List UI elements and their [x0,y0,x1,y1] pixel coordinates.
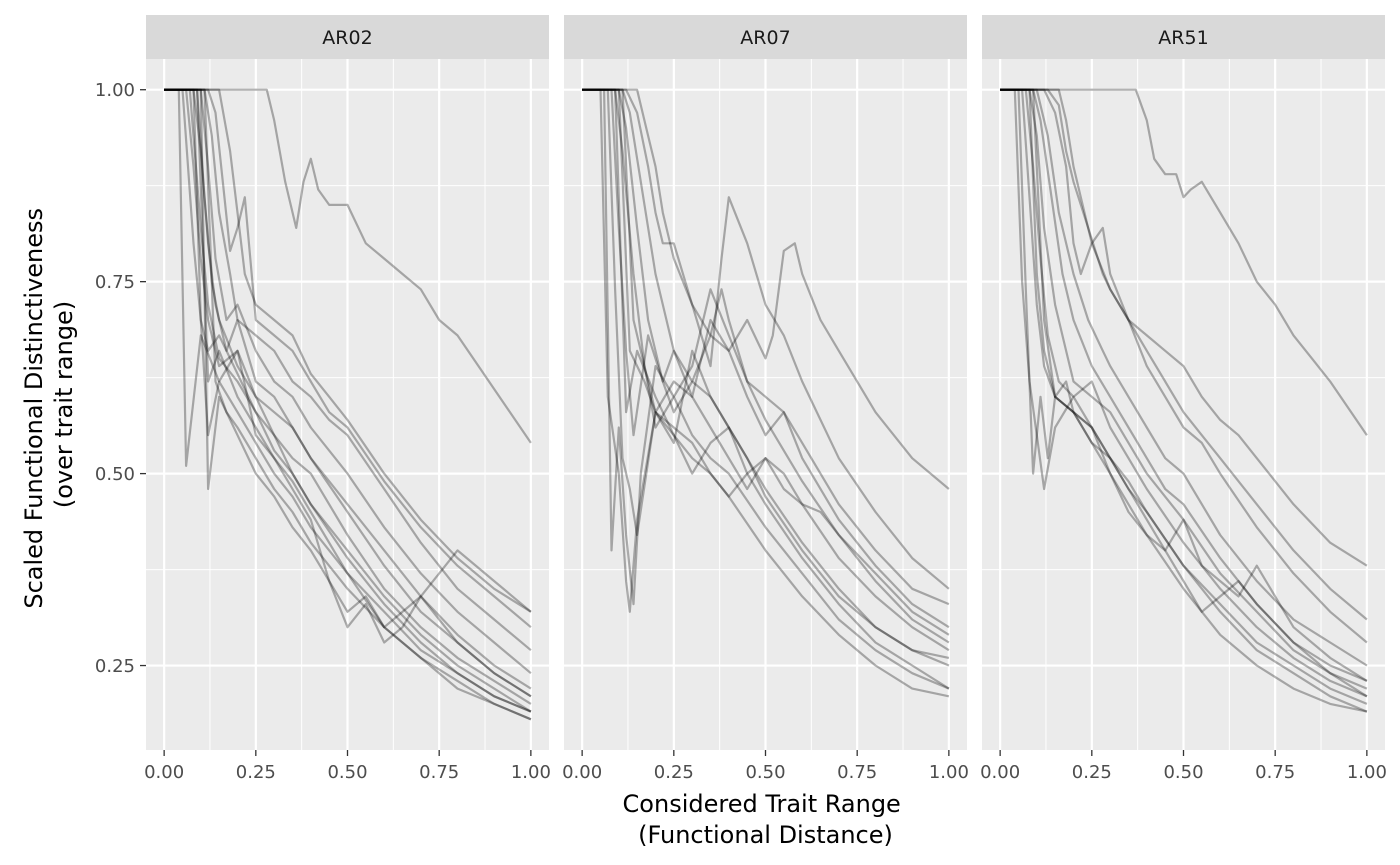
series-line-15 [164,88,532,444]
facet-panels: AR02 0.00 0.25 0.50 0.75 1.00 AR07 0.00 0.25 0.50… [144,15,1387,783]
facet-panel-ar51: AR51 0.00 0.25 0.50 0.75 1.00 [980,15,1387,783]
x-tick-label: 0.50 [327,762,367,783]
facet-strip [146,15,549,59]
y-tick-label: 1.00 [95,80,135,101]
x-tick-label: 1.00 [511,762,551,783]
x-tick-label: 1.00 [929,762,969,783]
series-line-8 [164,88,532,652]
series-line-13 [164,88,532,698]
y-tick-label: 0.50 [95,464,135,485]
series-line-5 [582,88,950,636]
series-line-6 [582,88,950,629]
series-line-11 [164,88,532,713]
series-group [164,88,532,721]
series-line-9 [582,88,950,490]
series-line-9 [1000,88,1368,621]
series-line-12 [164,88,532,629]
facet-strip-label: AR07 [740,27,790,49]
x-tick-label: 0.50 [745,762,785,783]
series-line-11 [1000,88,1368,698]
x-tick-label: 0.00 [144,762,184,783]
series-group [1000,88,1368,713]
series-line-1 [582,88,950,698]
series-line-4 [1000,88,1368,698]
series-line-10 [582,88,950,644]
series-line-1 [164,88,532,721]
series-line-12 [582,88,950,690]
y-axis-title-line-1: Scaled Functional Distinctiveness [20,208,48,609]
x-tick-label: 0.25 [654,762,694,783]
facet-strip [564,15,967,59]
x-tick-label: 0.25 [236,762,276,783]
x-tick-label: 0.00 [562,762,602,783]
series-line-14 [164,88,532,721]
x-tick-label: 0.25 [1072,762,1112,783]
series-line-3 [164,88,532,705]
y-axis: 0.25 0.50 0.75 1.00 [95,80,146,677]
facet-strip-label: AR51 [1158,27,1208,49]
series-line-8 [582,88,950,590]
series-line-2 [582,88,950,690]
x-axis-title-line-1: Considered Trait Range [623,790,901,818]
series-line-7 [1000,88,1368,667]
series-line-6 [1000,88,1368,682]
x-tick-label: 0.00 [980,762,1020,783]
series-group [582,88,950,698]
x-tick-label: 0.50 [1163,762,1203,783]
series-line-11 [582,88,950,652]
series-line-5 [164,88,532,698]
series-line-2 [1000,88,1368,713]
y-axis-title-line-2: (over trait range) [50,301,78,508]
x-tick-label: 0.75 [419,762,459,783]
y-axis-title: Scaled Functional Distinctiveness (over … [20,200,78,608]
x-tick-label: 1.00 [1347,762,1387,783]
series-line-1 [1000,88,1368,713]
series-line-10 [1000,88,1368,567]
series-line-6 [164,88,532,690]
series-line-7 [582,88,950,606]
series-line-2 [164,88,532,713]
x-axis-title-line-2: (Functional Distance) [638,821,893,849]
facet-panel-ar07: AR07 0.00 0.25 0.50 0.75 1.00 [562,15,969,783]
series-line-10 [164,88,532,613]
series-line-4 [164,88,532,713]
series-line-3 [1000,88,1368,705]
series-line-13 [1000,88,1368,436]
y-tick-label: 0.25 [95,656,135,677]
series-line-5 [1000,88,1368,690]
y-tick-label: 0.75 [95,272,135,293]
series-line-12 [1000,88,1368,682]
series-line-7 [164,88,532,675]
series-line-8 [1000,88,1368,644]
facet-strip-label: AR02 [322,27,372,49]
series-line-4 [582,88,950,659]
facet-strip [982,15,1385,59]
x-tick-label: 0.75 [837,762,877,783]
facet-panel-ar02: AR02 0.00 0.25 0.50 0.75 1.00 [144,15,551,783]
series-line-3 [582,88,950,667]
series-line-9 [164,88,532,629]
x-axis-title: Considered Trait Range (Functional Dista… [623,790,909,849]
x-tick-label: 0.75 [1255,762,1295,783]
